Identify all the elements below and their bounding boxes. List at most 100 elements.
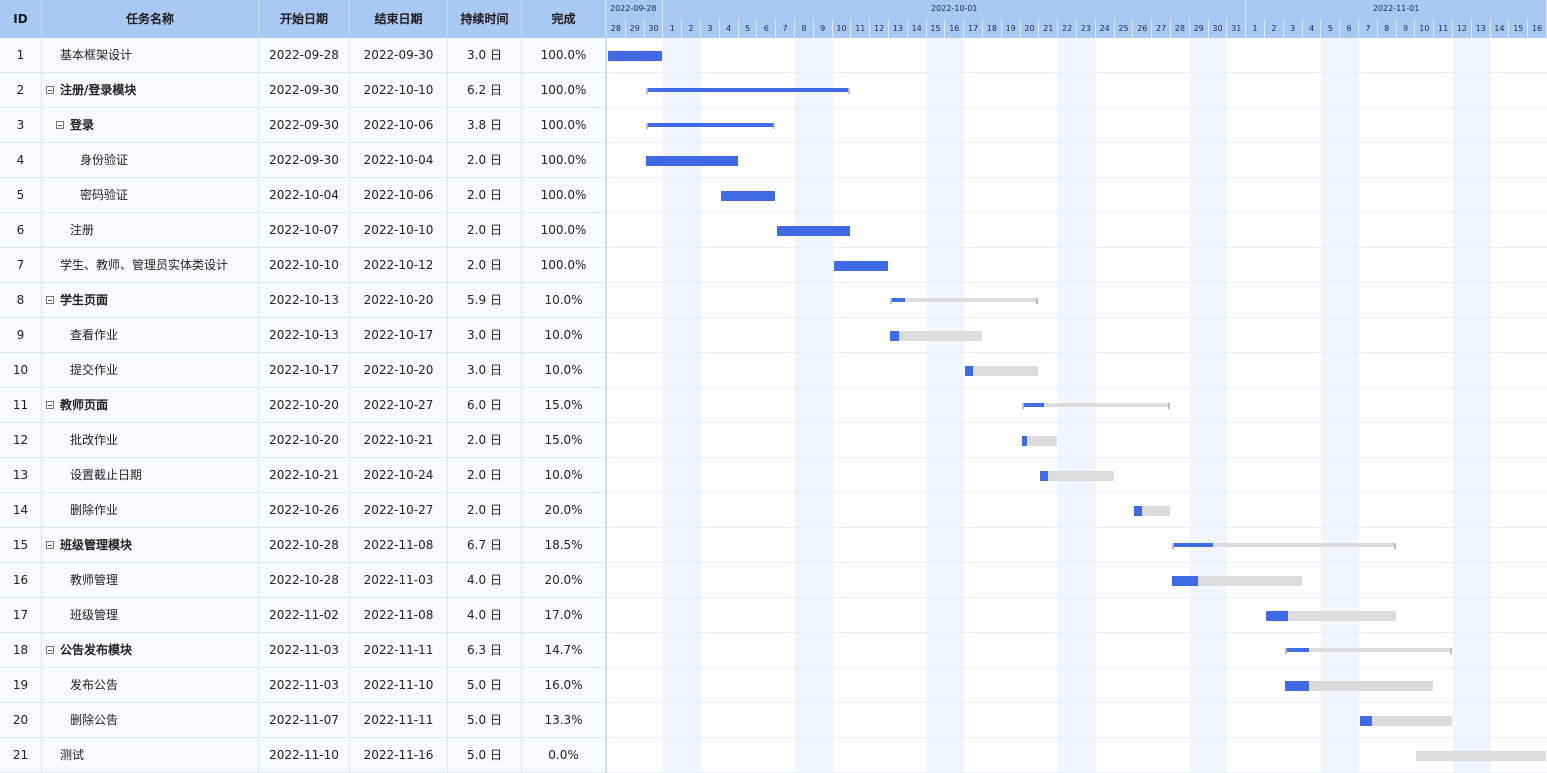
task-id-cell[interactable]: 17 [0, 598, 42, 632]
task-progress-cell[interactable]: 100.0% [522, 248, 606, 282]
task-progress-cell[interactable]: 15.0% [522, 423, 606, 457]
task-name-cell[interactable]: 测试 [42, 738, 259, 772]
task-name-cell[interactable]: 教师页面 [42, 388, 259, 422]
task-duration-cell[interactable]: 5.9 日 [448, 283, 522, 317]
task-name-cell[interactable]: 设置截止日期 [42, 458, 259, 492]
column-header-id[interactable]: ID [0, 0, 42, 38]
task-progress-cell[interactable]: 14.7% [522, 633, 606, 667]
task-progress-cell[interactable]: 15.0% [522, 388, 606, 422]
task-duration-cell[interactable]: 3.8 日 [448, 108, 522, 142]
summary-bar[interactable] [890, 298, 1039, 302]
task-name-cell[interactable]: 身份验证 [42, 143, 259, 177]
summary-bar[interactable] [1284, 648, 1452, 652]
task-bar[interactable] [1266, 611, 1396, 621]
task-duration-cell[interactable]: 2.0 日 [448, 143, 522, 177]
task-progress-cell[interactable]: 20.0% [522, 563, 606, 597]
column-header-name[interactable]: 任务名称 [42, 0, 259, 38]
task-row[interactable]: 14 删除作业 2022-10-26 2022-10-27 2.0 日 20.0% [0, 493, 606, 528]
task-start-date-cell[interactable]: 2022-11-03 [259, 633, 350, 667]
task-start-date-cell[interactable]: 2022-11-10 [259, 738, 350, 772]
collapse-toggle-icon[interactable] [46, 295, 54, 304]
task-progress-cell[interactable]: 20.0% [522, 493, 606, 527]
task-name-cell[interactable]: 密码验证 [42, 178, 259, 212]
task-end-date-cell[interactable]: 2022-10-12 [350, 248, 448, 282]
task-progress-cell[interactable]: 13.3% [522, 703, 606, 737]
task-row[interactable]: 19 发布公告 2022-11-03 2022-11-10 5.0 日 16.0% [0, 668, 606, 703]
task-row[interactable]: 7 学生、教师、管理员实体类设计 2022-10-10 2022-10-12 2.0 日… [0, 248, 606, 283]
task-id-cell[interactable]: 4 [0, 143, 42, 177]
task-bar[interactable] [890, 331, 982, 341]
task-end-date-cell[interactable]: 2022-09-30 [350, 38, 448, 72]
task-progress-cell[interactable]: 0.0% [522, 738, 606, 772]
task-row[interactable]: 4 身份验证 2022-09-30 2022-10-04 2.0 日 100.0% [0, 143, 606, 178]
collapse-toggle-icon[interactable] [46, 540, 54, 549]
task-name-cell[interactable]: 基本框架设计 [42, 38, 259, 72]
task-progress-cell[interactable]: 100.0% [522, 108, 606, 142]
column-header-duration[interactable]: 持续时间 [448, 0, 522, 38]
task-start-date-cell[interactable]: 2022-10-10 [259, 248, 350, 282]
task-row[interactable]: 9 查看作业 2022-10-13 2022-10-17 3.0 日 10.0% [0, 318, 606, 353]
task-name-cell[interactable]: 查看作业 [42, 318, 259, 352]
collapse-toggle-icon[interactable] [56, 120, 64, 129]
task-progress-cell[interactable]: 100.0% [522, 38, 606, 72]
task-row[interactable]: 2 注册/登录模块 2022-09-30 2022-10-10 6.2 日 100.0% [0, 73, 606, 108]
task-name-cell[interactable]: 学生、教师、管理员实体类设计 [42, 248, 259, 282]
task-row[interactable]: 6 注册 2022-10-07 2022-10-10 2.0 日 100.0% [0, 213, 606, 248]
task-duration-cell[interactable]: 6.2 日 [448, 73, 522, 107]
task-name-cell[interactable]: 删除作业 [42, 493, 259, 527]
task-start-date-cell[interactable]: 2022-10-07 [259, 213, 350, 247]
task-start-date-cell[interactable]: 2022-10-21 [259, 458, 350, 492]
task-duration-cell[interactable]: 6.0 日 [448, 388, 522, 422]
task-duration-cell[interactable]: 5.0 日 [448, 703, 522, 737]
task-end-date-cell[interactable]: 2022-10-20 [350, 283, 448, 317]
task-name-cell[interactable]: 发布公告 [42, 668, 259, 702]
task-row[interactable]: 21 测试 2022-11-10 2022-11-16 5.0 日 0.0% [0, 738, 606, 773]
task-row[interactable]: 5 密码验证 2022-10-04 2022-10-06 2.0 日 100.0% [0, 178, 606, 213]
task-duration-cell[interactable]: 2.0 日 [448, 458, 522, 492]
task-id-cell[interactable]: 5 [0, 178, 42, 212]
task-start-date-cell[interactable]: 2022-10-26 [259, 493, 350, 527]
task-id-cell[interactable]: 3 [0, 108, 42, 142]
task-start-date-cell[interactable]: 2022-10-13 [259, 283, 350, 317]
task-duration-cell[interactable]: 4.0 日 [448, 598, 522, 632]
task-bar[interactable] [1360, 716, 1452, 726]
task-progress-cell[interactable]: 10.0% [522, 283, 606, 317]
task-start-date-cell[interactable]: 2022-10-28 [259, 528, 350, 562]
task-progress-cell[interactable]: 10.0% [522, 458, 606, 492]
task-name-cell[interactable]: 注册/登录模块 [42, 73, 259, 107]
task-name-cell[interactable]: 公告发布模块 [42, 633, 259, 667]
task-row[interactable]: 17 班级管理 2022-11-02 2022-11-08 4.0 日 17.0% [0, 598, 606, 633]
task-bar[interactable] [1040, 471, 1114, 481]
task-id-cell[interactable]: 14 [0, 493, 42, 527]
collapse-toggle-icon[interactable] [46, 85, 54, 94]
task-bar[interactable] [965, 366, 1039, 376]
task-row[interactable]: 18 公告发布模块 2022-11-03 2022-11-11 6.3 日 14.7% [0, 633, 606, 668]
task-name-cell[interactable]: 班级管理 [42, 598, 259, 632]
column-header-end[interactable]: 结束日期 [350, 0, 448, 38]
task-row[interactable]: 13 设置截止日期 2022-10-21 2022-10-24 2.0 日 10.0% [0, 458, 606, 493]
task-name-cell[interactable]: 删除公告 [42, 703, 259, 737]
task-bar[interactable] [1284, 681, 1434, 691]
task-end-date-cell[interactable]: 2022-10-10 [350, 213, 448, 247]
task-bar[interactable] [1172, 576, 1302, 586]
task-end-date-cell[interactable]: 2022-10-21 [350, 423, 448, 457]
task-end-date-cell[interactable]: 2022-10-17 [350, 318, 448, 352]
task-row[interactable]: 1 基本框架设计 2022-09-28 2022-09-30 3.0 日 100.0% [0, 38, 606, 73]
task-bar[interactable] [1134, 506, 1170, 516]
task-row[interactable]: 11 教师页面 2022-10-20 2022-10-27 6.0 日 15.0% [0, 388, 606, 423]
task-end-date-cell[interactable]: 2022-10-06 [350, 178, 448, 212]
task-id-cell[interactable]: 9 [0, 318, 42, 352]
task-start-date-cell[interactable]: 2022-10-13 [259, 318, 350, 352]
task-id-cell[interactable]: 1 [0, 38, 42, 72]
task-name-cell[interactable]: 批改作业 [42, 423, 259, 457]
task-end-date-cell[interactable]: 2022-11-11 [350, 633, 448, 667]
task-id-cell[interactable]: 13 [0, 458, 42, 492]
task-id-cell[interactable]: 8 [0, 283, 42, 317]
task-duration-cell[interactable]: 6.3 日 [448, 633, 522, 667]
task-row[interactable]: 16 教师管理 2022-10-28 2022-11-03 4.0 日 20.0% [0, 563, 606, 598]
task-id-cell[interactable]: 2 [0, 73, 42, 107]
task-row[interactable]: 12 批改作业 2022-10-20 2022-10-21 2.0 日 15.0% [0, 423, 606, 458]
task-end-date-cell[interactable]: 2022-11-16 [350, 738, 448, 772]
task-row[interactable]: 15 班级管理模块 2022-10-28 2022-11-08 6.7 日 18.5% [0, 528, 606, 563]
task-progress-cell[interactable]: 100.0% [522, 73, 606, 107]
